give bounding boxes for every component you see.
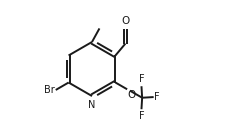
- Text: O: O: [121, 16, 129, 26]
- Text: F: F: [138, 74, 144, 84]
- Text: F: F: [138, 111, 144, 121]
- Text: N: N: [87, 100, 95, 110]
- Text: Br: Br: [44, 85, 55, 95]
- Text: O: O: [127, 90, 135, 100]
- Text: F: F: [154, 92, 159, 102]
